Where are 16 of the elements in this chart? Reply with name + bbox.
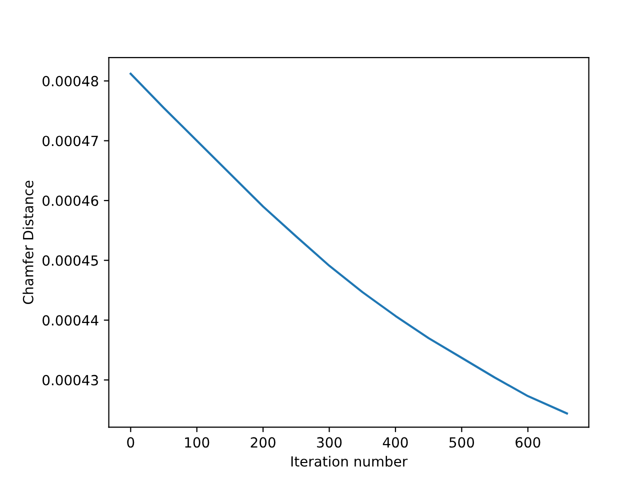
- y-axis-title: Chamfer Distance: [22, 180, 34, 304]
- line-series: [130, 72, 568, 414]
- y-tick-label: 0.00047: [42, 136, 98, 146]
- x-tick-label: 300: [317, 437, 342, 448]
- y-tick-label: 0.00046: [42, 196, 98, 206]
- y-tick-label: 0.00045: [42, 255, 98, 266]
- x-tick-label: 0: [127, 437, 134, 448]
- x-tick-label: 500: [450, 437, 474, 448]
- x-tick-label: 200: [250, 437, 276, 448]
- y-tick-label: 0.00048: [42, 76, 98, 86]
- x-tick-label: 400: [382, 437, 408, 448]
- x-axis-title: Iteration number: [291, 456, 408, 467]
- y-tick-label: 0.00043: [42, 374, 98, 386]
- x-tick-label: 100: [185, 437, 210, 448]
- y-tick-label: 0.00044: [42, 315, 98, 326]
- x-tick-label: 600: [516, 437, 540, 448]
